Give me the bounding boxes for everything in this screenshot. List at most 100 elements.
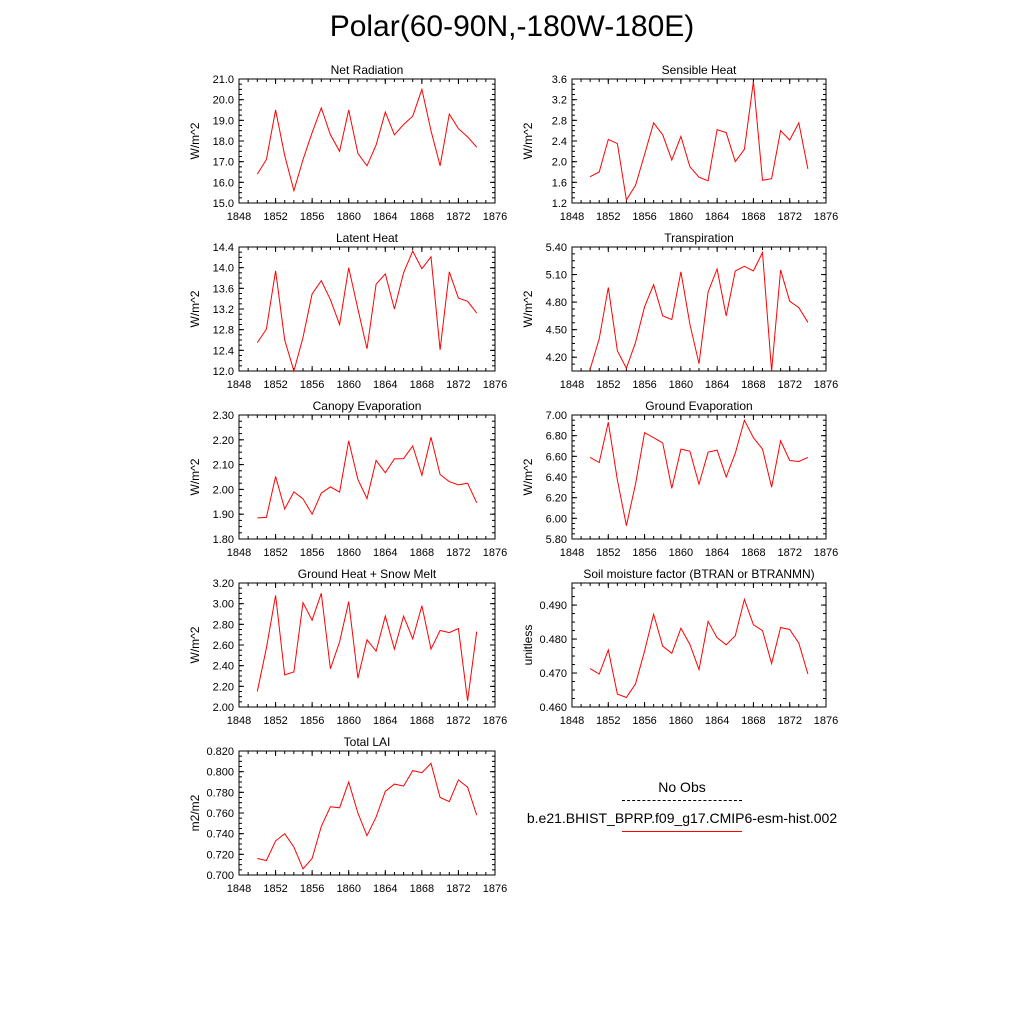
y-tick-label: 0.760 — [206, 808, 234, 820]
y-tick-label: 4.80 — [546, 297, 567, 309]
x-tick-label: 1868 — [410, 211, 434, 223]
y-tick-label: 2.8 — [552, 115, 567, 127]
x-tick-label: 1852 — [263, 379, 287, 391]
x-tick-label: 1864 — [373, 379, 397, 391]
y-axis-label: W/m^2 — [188, 290, 202, 327]
y-tick-label: 0.800 — [206, 767, 234, 779]
series-line — [589, 418, 809, 526]
y-axis-label: W/m^2 — [188, 122, 202, 159]
x-tick-label: 1868 — [741, 547, 765, 559]
x-tick-label: 1876 — [483, 715, 507, 727]
x-tick-label: 1864 — [705, 547, 729, 559]
x-tick-label: 1864 — [373, 883, 397, 895]
x-tick-label: 1848 — [227, 547, 251, 559]
x-tick-label: 1860 — [336, 883, 360, 895]
x-tick-label: 1868 — [410, 547, 434, 559]
chart-panel: Canopy Evaporation W/m^2 1848 1852 1856 1860 1… — [188, 399, 507, 559]
y-tick-label: 4.20 — [546, 352, 567, 364]
y-tick-label: 2.20 — [213, 681, 234, 693]
x-tick-label: 1868 — [741, 379, 765, 391]
x-tick-label: 1852 — [263, 715, 287, 727]
series-line — [256, 249, 478, 373]
y-tick-label: 2.4 — [552, 136, 567, 148]
y-tick-label: 0.720 — [206, 849, 234, 861]
x-tick-label: 1848 — [560, 715, 584, 727]
legend: No Obs b.e21.BHIST_BPRP.f09_g17.CMIP6-es… — [512, 778, 852, 840]
y-tick-label: 3.00 — [213, 599, 234, 611]
y-tick-label: 2.00 — [213, 484, 234, 496]
y-tick-label: 6.60 — [546, 451, 567, 463]
plot-frame — [571, 78, 827, 204]
y-tick-label: 19.0 — [213, 115, 234, 127]
x-tick-label: 1860 — [336, 715, 360, 727]
x-tick-label: 1852 — [263, 883, 287, 895]
chart-panel: Net Radiation W/m^2 1848 1852 1856 1860 1864 18… — [188, 63, 507, 223]
panel-title: Net Radiation — [331, 63, 404, 77]
x-tick-label: 1856 — [632, 211, 656, 223]
chart-panel: Total LAI m2/m2 1848 1852 1856 1860 1864 1868 18… — [188, 735, 507, 895]
x-tick-label: 1872 — [446, 379, 470, 391]
x-tick-label: 1872 — [777, 715, 801, 727]
plot-frame — [238, 582, 496, 708]
x-tick-label: 1852 — [263, 547, 287, 559]
x-tick-label: 1860 — [336, 547, 360, 559]
y-tick-label: 12.0 — [213, 366, 234, 378]
x-tick-label: 1856 — [632, 715, 656, 727]
y-axis-label: W/m^2 — [521, 122, 535, 159]
y-tick-label: 2.30 — [213, 410, 234, 422]
y-tick-label: 2.00 — [213, 702, 234, 714]
x-tick-label: 1868 — [741, 211, 765, 223]
chart-panel: Soil moisture factor (BTRAN or BTRANMN) u… — [521, 567, 838, 727]
x-tick-label: 1856 — [300, 211, 324, 223]
y-tick-label: 6.20 — [546, 493, 567, 505]
x-tick-label: 1860 — [669, 715, 693, 727]
x-tick-label: 1852 — [596, 547, 620, 559]
x-tick-label: 1872 — [777, 211, 801, 223]
y-tick-label: 1.2 — [552, 198, 567, 210]
x-tick-label: 1860 — [336, 379, 360, 391]
x-tick-label: 1852 — [596, 379, 620, 391]
chart-panel: Sensible Heat W/m^2 1848 1852 1856 1860 1864 18… — [521, 63, 838, 223]
panel-title: Transpiration — [664, 231, 734, 245]
x-tick-label: 1852 — [263, 211, 287, 223]
x-tick-label: 1856 — [300, 715, 324, 727]
x-tick-label: 1848 — [227, 715, 251, 727]
x-tick-label: 1848 — [560, 547, 584, 559]
plot-frame — [238, 414, 496, 540]
x-tick-label: 1852 — [596, 715, 620, 727]
x-tick-label: 1856 — [632, 547, 656, 559]
y-tick-label: 2.40 — [213, 661, 234, 673]
y-tick-label: 12.8 — [213, 325, 234, 337]
x-tick-label: 1864 — [705, 379, 729, 391]
x-tick-label: 1872 — [446, 715, 470, 727]
y-tick-label: 1.90 — [213, 509, 234, 521]
x-tick-label: 1876 — [483, 883, 507, 895]
chart-panel: Latent Heat W/m^2 1848 1852 1856 1860 1864 1868… — [188, 231, 507, 391]
y-tick-label: 14.4 — [213, 242, 234, 254]
x-tick-label: 1868 — [410, 883, 434, 895]
plot-frame — [571, 582, 827, 708]
x-tick-label: 1876 — [483, 379, 507, 391]
series-line — [589, 81, 809, 202]
y-axis-label: W/m^2 — [188, 626, 202, 663]
series-line — [256, 593, 478, 701]
series-line — [256, 87, 478, 193]
x-tick-label: 1864 — [373, 715, 397, 727]
y-tick-label: 5.10 — [546, 270, 567, 282]
x-tick-label: 1848 — [227, 379, 251, 391]
y-tick-label: 21.0 — [213, 74, 234, 86]
y-tick-label: 13.2 — [213, 304, 234, 316]
y-tick-label: 14.0 — [213, 263, 234, 275]
y-tick-label: 2.20 — [213, 435, 234, 447]
chart-panel: Ground Heat + Snow Melt W/m^2 1848 1852 1856… — [188, 567, 507, 727]
x-tick-label: 1872 — [777, 547, 801, 559]
y-tick-label: 0.490 — [539, 600, 567, 612]
y-tick-label: 0.480 — [539, 634, 567, 646]
legend-obs-label: No Obs — [658, 779, 706, 795]
panel-title: Ground Heat + Snow Melt — [298, 567, 437, 581]
y-tick-label: 20.0 — [213, 95, 234, 107]
panel-title: Total LAI — [344, 735, 391, 749]
y-tick-label: 6.40 — [546, 472, 567, 484]
y-tick-label: 0.700 — [206, 870, 234, 882]
